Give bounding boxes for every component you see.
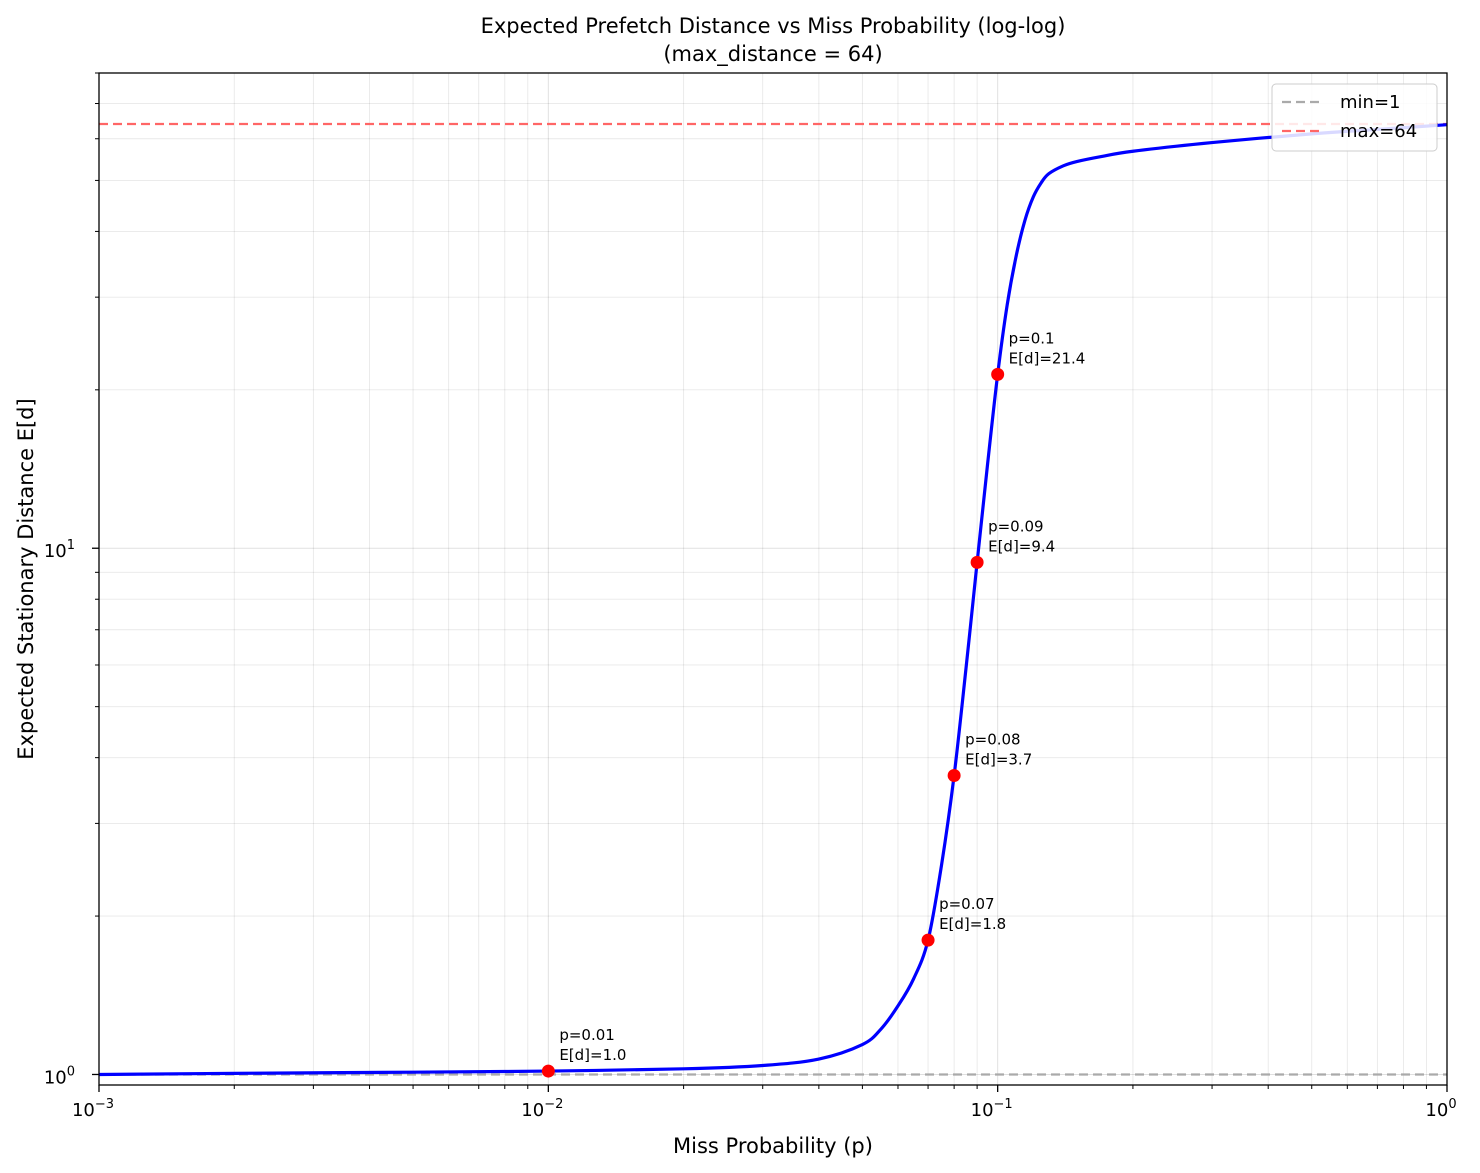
legend-label: max=64 xyxy=(1340,121,1417,142)
x-tick-base: 10 xyxy=(971,1100,994,1121)
x-tick-base: 10 xyxy=(521,1100,544,1121)
y-axis-label: Expected Stationary Distance E[d] xyxy=(14,398,38,759)
y-tick-base: 10 xyxy=(44,541,67,562)
annotation-ed: E[d]=3.7 xyxy=(965,750,1032,768)
legend-box xyxy=(1271,83,1438,152)
x-tick-label: 10−2 xyxy=(521,1097,563,1121)
legend-label: min=1 xyxy=(1340,92,1400,113)
highlight-markers xyxy=(541,367,1005,1078)
annotation-ed: E[d]=21.4 xyxy=(1009,349,1086,367)
data-point-marker xyxy=(921,933,935,947)
x-tick-label: 10−3 xyxy=(72,1097,114,1121)
annotation-p: p=0.08 xyxy=(965,730,1021,748)
x-tick-label: 10−1 xyxy=(971,1097,1013,1121)
grid xyxy=(98,72,1447,1085)
x-tick-exponent: 0 xyxy=(1448,1097,1456,1112)
plot-frame xyxy=(98,72,1448,1086)
y-tick-exponent: 1 xyxy=(67,538,75,553)
annotation-ed: E[d]=9.4 xyxy=(988,537,1055,555)
x-tick-label: 100 xyxy=(1425,1097,1456,1121)
chart-title: Expected Prefetch Distance vs Miss Proba… xyxy=(481,14,1066,38)
marker-annotations: p=0.01 E[d]=1.0 p=0.07 E[d]=1.8 p=0.08 E[d]=3… xyxy=(559,329,1085,1064)
legend: min=1 max=64 xyxy=(1271,83,1438,152)
annotation-p: p=0.1 xyxy=(1009,329,1055,347)
data-point-marker xyxy=(947,768,961,782)
x-axis-ticks: 10−3 10−2 10−1 100 xyxy=(72,1085,1457,1121)
annotation-p: p=0.09 xyxy=(988,517,1044,535)
annotation-ed: E[d]=1.8 xyxy=(939,915,1006,933)
x-tick-base: 10 xyxy=(1425,1100,1448,1121)
y-tick-label: 101 xyxy=(44,538,75,562)
x-tick-exponent: −3 xyxy=(95,1097,114,1112)
data-point-marker xyxy=(970,555,984,569)
x-tick-exponent: −2 xyxy=(544,1097,563,1112)
reference-lines xyxy=(99,122,1447,1076)
x-tick-exponent: −1 xyxy=(994,1097,1013,1112)
x-axis-label: Miss Probability (p) xyxy=(673,1134,873,1158)
chart-subtitle: (max_distance = 64) xyxy=(663,42,882,67)
annotation-p: p=0.07 xyxy=(939,895,995,913)
annotation-p: p=0.01 xyxy=(559,1026,615,1044)
y-tick-exponent: 0 xyxy=(67,1064,75,1079)
data-point-marker xyxy=(991,367,1005,381)
data-point-marker xyxy=(541,1064,555,1078)
annotation-ed: E[d]=1.0 xyxy=(559,1046,626,1064)
series-lines xyxy=(98,123,1448,1077)
y-tick-label: 100 xyxy=(44,1064,75,1088)
series-line xyxy=(98,123,1448,1077)
x-tick-base: 10 xyxy=(72,1100,95,1121)
y-tick-base: 10 xyxy=(44,1067,67,1088)
